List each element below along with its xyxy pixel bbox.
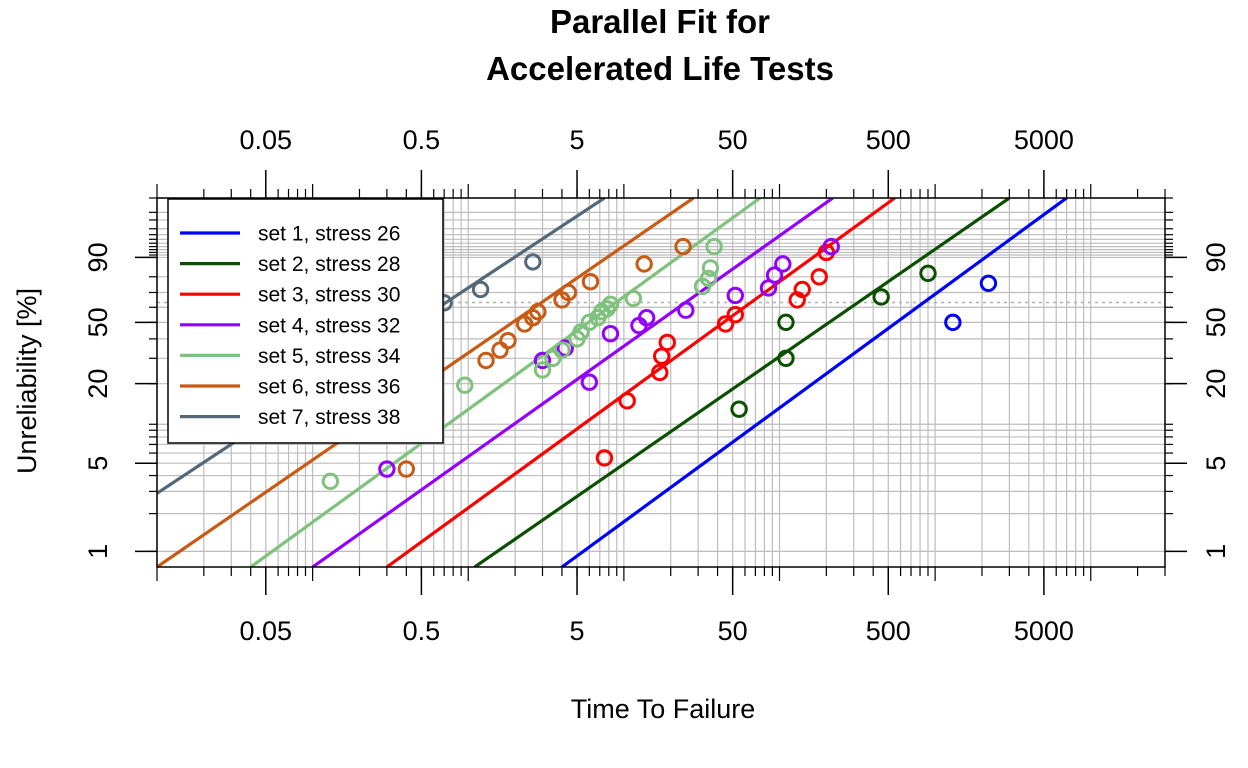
y-tick-label-right: 50 bbox=[1201, 307, 1231, 337]
data-point-set-4 bbox=[601, 324, 620, 343]
data-point-set-5 bbox=[580, 313, 599, 332]
fit-line-set-4 bbox=[311, 198, 834, 567]
data-point-set-7 bbox=[524, 253, 542, 271]
axis-ticks bbox=[135, 170, 1187, 595]
legend-label-set-2: set 2, stress 28 bbox=[258, 253, 400, 276]
data-point-set-4 bbox=[774, 255, 792, 273]
data-point-set-6 bbox=[529, 303, 547, 321]
chart-title-line-2: Accelerated Life Tests bbox=[486, 50, 834, 87]
x-axis-label: Time To Failure bbox=[571, 694, 756, 724]
data-point-set-5 bbox=[624, 289, 643, 308]
data-point-set-4 bbox=[726, 286, 745, 305]
data-point-set-6 bbox=[635, 255, 653, 273]
data-point-set-5 bbox=[572, 323, 590, 341]
y-tick-label-right: 5 bbox=[1201, 456, 1231, 471]
data-points bbox=[321, 237, 998, 491]
data-point-set-2 bbox=[777, 349, 795, 368]
legend-label-set-7: set 7, stress 38 bbox=[258, 406, 400, 429]
data-point-set-4 bbox=[677, 301, 695, 319]
y-tick-label-left: 20 bbox=[83, 369, 113, 399]
x-tick-label-bottom: 500 bbox=[866, 616, 911, 646]
x-tick-label-bottom: 5 bbox=[570, 616, 585, 646]
legend-label-set-4: set 4, stress 32 bbox=[258, 314, 400, 337]
data-point-set-5 bbox=[601, 295, 620, 314]
data-point-set-5 bbox=[456, 376, 474, 394]
y-axis-label: Unreliability [%] bbox=[12, 288, 42, 474]
legend-box bbox=[167, 198, 444, 444]
legend-label-set-3: set 3, stress 30 bbox=[258, 284, 400, 307]
data-point-set-3 bbox=[618, 392, 636, 410]
x-tick-label-bottom: 5000 bbox=[1014, 616, 1074, 646]
data-point-set-4 bbox=[378, 460, 396, 478]
data-point-set-3 bbox=[810, 268, 828, 286]
x-tick-label-bottom: 0.05 bbox=[239, 616, 292, 646]
fit-line-set-1 bbox=[561, 198, 1068, 567]
data-point-set-2 bbox=[919, 264, 937, 283]
legend-label-set-5: set 5, stress 34 bbox=[258, 345, 401, 368]
y-tick-label-left: 1 bbox=[83, 544, 113, 559]
x-tick-label-top: 0.5 bbox=[403, 125, 441, 155]
x-tick-label-top: 5 bbox=[570, 125, 585, 155]
data-point-set-5 bbox=[553, 341, 571, 359]
data-point-set-2 bbox=[777, 313, 795, 332]
data-point-set-4 bbox=[637, 309, 656, 327]
data-point-set-3 bbox=[651, 363, 669, 382]
legend: set 1, stress 26 set 2, stress 28 set 3, s… bbox=[167, 198, 444, 444]
data-point-set-7 bbox=[471, 280, 490, 299]
data-point-set-3 bbox=[595, 449, 614, 467]
data-point-set-6 bbox=[581, 273, 600, 291]
x-tick-label-top: 0.05 bbox=[239, 125, 292, 155]
data-point-set-5 bbox=[701, 259, 720, 277]
data-point-set-3 bbox=[658, 333, 676, 352]
data-point-set-6 bbox=[674, 237, 692, 256]
data-point-set-5 bbox=[705, 237, 723, 256]
data-point-set-6 bbox=[499, 331, 517, 350]
fit-line-set-3 bbox=[385, 198, 896, 567]
plot-frame bbox=[156, 197, 1166, 568]
data-point-set-6 bbox=[559, 283, 578, 302]
y-tick-label-left: 90 bbox=[83, 242, 113, 272]
fit-line-set-2 bbox=[473, 198, 1011, 567]
x-tick-label-top: 5000 bbox=[1014, 125, 1074, 155]
x-tick-label-top: 50 bbox=[718, 125, 748, 155]
y-tick-label-right: 90 bbox=[1201, 242, 1231, 272]
data-point-set-3 bbox=[726, 306, 745, 324]
data-point-set-3 bbox=[716, 315, 735, 333]
data-point-set-2 bbox=[730, 400, 748, 418]
data-point-set-6 bbox=[491, 341, 509, 359]
data-point-set-3 bbox=[793, 280, 811, 299]
data-point-set-5 bbox=[699, 269, 718, 288]
fit-line-set-5 bbox=[249, 198, 761, 567]
x-tick-label-bottom: 0.5 bbox=[403, 616, 441, 646]
data-point-set-6 bbox=[477, 351, 495, 370]
data-point-set-4 bbox=[580, 373, 599, 391]
data-point-set-2 bbox=[872, 288, 890, 306]
data-point-set-1 bbox=[944, 313, 962, 332]
legend-label-set-6: set 6, stress 36 bbox=[258, 376, 400, 399]
data-point-set-5 bbox=[321, 472, 340, 491]
data-point-set-5 bbox=[533, 361, 552, 379]
chart-title-line-1: Parallel Fit for bbox=[550, 3, 770, 40]
data-point-set-6 bbox=[397, 460, 416, 478]
x-tick-label-top: 500 bbox=[866, 125, 911, 155]
data-point-set-4 bbox=[533, 351, 552, 370]
y-tick-label-left: 5 bbox=[83, 456, 113, 471]
y-tick-label-right: 1 bbox=[1201, 544, 1231, 559]
y-tick-label-left: 50 bbox=[83, 307, 113, 337]
data-point-set-4 bbox=[822, 237, 840, 256]
data-point-set-1 bbox=[979, 274, 998, 293]
axis-tick-labels: 0.05 0.05 0.5 0.5 5 5 50 50 500 500 5000 5000 1 1 5 5 20… bbox=[83, 125, 1231, 646]
x-tick-label-bottom: 50 bbox=[718, 616, 748, 646]
y-tick-label-right: 20 bbox=[1201, 369, 1231, 399]
legend-label-set-1: set 1, stress 26 bbox=[258, 223, 400, 246]
data-point-set-4 bbox=[765, 266, 784, 284]
